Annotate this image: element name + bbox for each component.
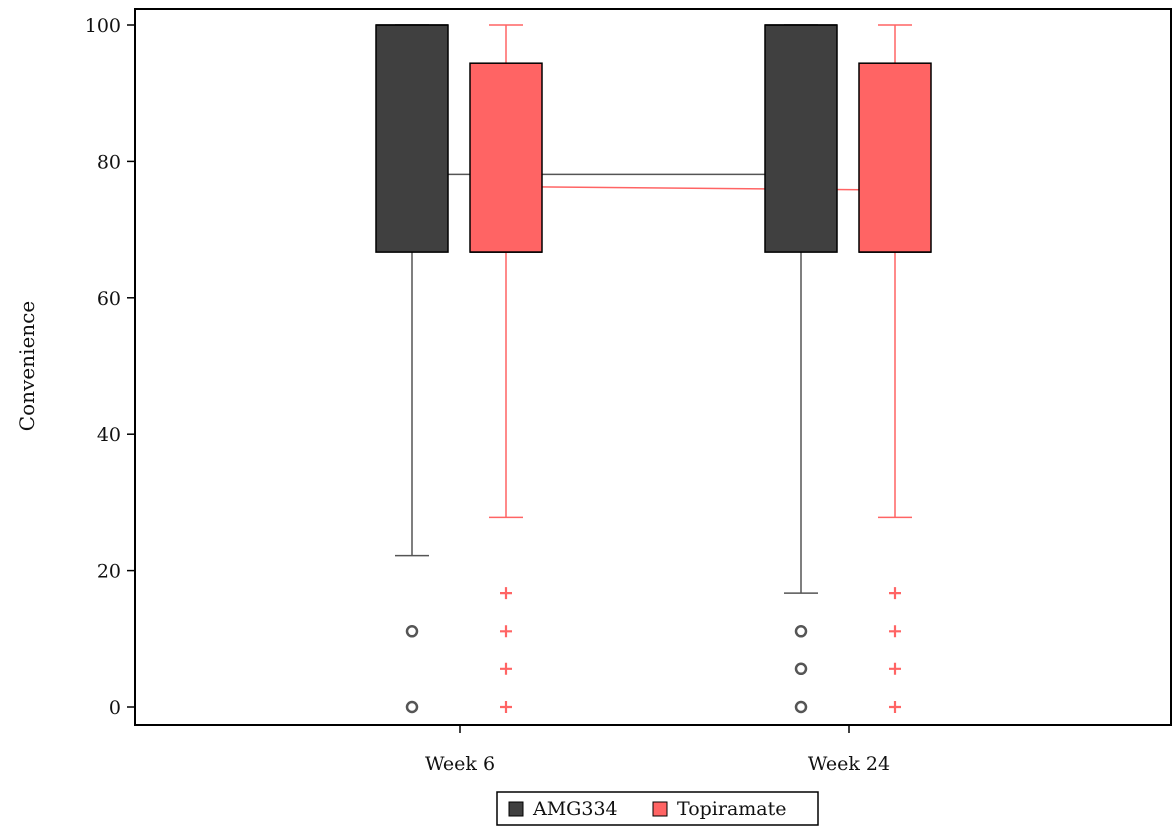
- legend-swatch: [508, 801, 524, 817]
- axes: 0 20 40 60 80 100 Week 6 Week 24: [85, 8, 1172, 775]
- outlier-point: [500, 662, 512, 675]
- outlier-point: [794, 662, 808, 676]
- y-tick-label: 60: [97, 288, 121, 310]
- chart-marks: [375, 24, 932, 714]
- plot-frame: [134, 8, 1172, 726]
- outlier-point: [500, 701, 512, 713]
- y-tick-label: 100: [85, 15, 121, 37]
- box-topiramate-week-24: [858, 24, 932, 713]
- outlier-point: [794, 700, 808, 714]
- x-tick-label: Week 6: [425, 753, 495, 775]
- outlier-point: [500, 625, 512, 638]
- outlier-point: [889, 587, 901, 600]
- y-tick-label: 0: [109, 697, 121, 719]
- box-topiramate-week-6: [469, 24, 543, 713]
- outlier-point: [889, 662, 901, 675]
- box-amg334-week-6: [375, 24, 449, 714]
- legend: AMG334 Topiramate: [496, 791, 819, 826]
- iqr-box: [469, 62, 543, 253]
- outlier-point: [794, 625, 808, 638]
- box-amg334-week-24: [764, 24, 838, 714]
- outlier-point: [405, 700, 419, 714]
- y-tick-label: 80: [97, 151, 121, 173]
- legend-label: AMG334: [532, 798, 618, 820]
- y-tick-label: 40: [97, 424, 121, 446]
- outlier-point: [889, 625, 901, 638]
- outlier-point: [889, 701, 901, 713]
- x-tick-label: Week 24: [808, 753, 890, 775]
- legend-swatch: [652, 801, 668, 817]
- outlier-point: [405, 625, 419, 638]
- iqr-box: [858, 62, 932, 253]
- legend-label: Topiramate: [677, 798, 787, 820]
- y-axis-title: Convenience: [15, 301, 39, 431]
- outlier-point: [500, 587, 512, 600]
- iqr-box: [764, 24, 838, 253]
- y-tick-label: 20: [97, 561, 121, 583]
- iqr-box: [375, 24, 449, 253]
